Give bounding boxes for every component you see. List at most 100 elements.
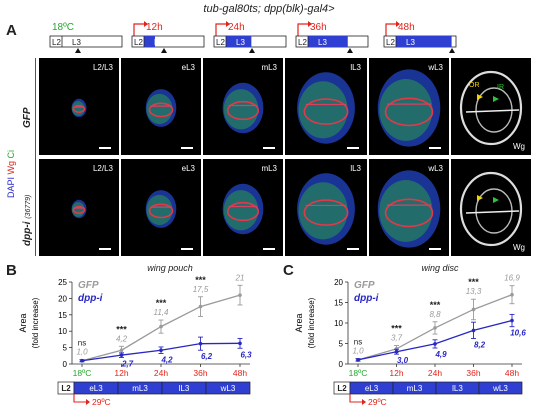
data-point [433,326,437,330]
shift-arrow-head [396,21,400,27]
dissection-marker [249,48,255,53]
x-tick-label: 24h [428,368,442,378]
disc-wg-ring [72,104,86,113]
x-tick-label: 24h [154,368,168,378]
stage-label: lL3 [179,384,190,393]
scale-bar [263,248,275,250]
micrograph-GFP-2: mL3 [203,58,283,155]
data-point [80,358,84,363]
data-label: 2,7 [121,359,134,368]
row-labels: GFP dpp-i (36779) [22,58,36,258]
scale-bar [347,248,359,250]
y-axis-label-2: (fold increase) [31,297,40,348]
disc-wg-ring [226,100,260,121]
disc-ci [379,180,433,242]
shift-arrow-head [226,21,230,27]
stage-label: L2 [61,384,71,393]
stage-label: mL3 [132,384,148,393]
stage-label: eL3 [89,384,103,393]
l3-label: L3 [236,38,245,47]
y-tick-label: 5 [63,344,68,353]
data-point [394,349,399,354]
stage-label: lL3 [350,63,361,72]
stage-box [205,381,251,395]
data-label: 4,2 [116,334,128,343]
shift-arrow [215,23,226,36]
timeline-0: 18ºC L2 L3 [49,22,123,53]
ir-arrowhead [493,96,499,102]
stage-label: mL3 [261,164,277,173]
timeline-label: 24h [228,22,245,33]
data-point [510,318,514,323]
significance-marker: *** [116,324,127,334]
shift-arrow-head [308,21,312,27]
scale-bar [429,248,441,250]
shift-arrow [73,394,86,403]
y-axis-label: Area [18,313,28,332]
x-tick-label: 36h [466,368,480,378]
data-point [356,358,360,362]
l3-label: L3 [318,38,327,47]
panel-a-letter: A [6,22,17,39]
disc-wg-ring [148,203,174,219]
stage-label: lL3 [452,384,463,393]
micrograph-dpp-i-4: wL3 [369,159,449,256]
disc-ci [223,190,259,231]
dissection-marker [161,48,167,53]
legend-GFP: GFP [354,280,375,291]
l3-label: L3 [154,38,163,47]
data-label: 8,2 [474,341,486,350]
stage-label: L2/L3 [92,164,113,173]
stage-label: L2 [337,384,347,393]
wg-label: Wg [513,243,525,252]
chart-wing-disc: 0 5 10 15 20 Area (fold increase) 18ºC 12h 24h 36h… [294,272,526,407]
legend-dpp-i: dpp-i [354,293,379,304]
data-label: 10,6 [510,329,526,338]
micrograph-GFP-1: eL3 [121,58,201,155]
stage-label: mL3 [407,384,423,393]
timeline-row: 18ºC L2 L3 12h L2 L3 24h L2 L3 36h L2 L3 48h L2 L3 [0,16,538,58]
chart-b-title: wing pouch [147,263,193,273]
timeline-label: 12h [146,22,163,33]
y-axis-label: Area [294,313,304,332]
or-arrowhead [477,94,483,100]
shift-arrow [349,394,362,403]
scale-bar [347,147,359,149]
l2-label: L2 [134,38,143,47]
significance-marker: ns [78,339,86,348]
y-tick-label: 20 [58,294,67,303]
disc-wg-ring [384,97,434,127]
timeline-label: 36h [310,22,327,33]
figure-title: tub-gal80ts; dpp(blk)-gal4> [203,3,335,15]
y-tick-label: 0 [63,360,68,369]
l2-label: L2 [298,38,307,47]
data-label: 1,0 [352,347,364,356]
stage-label: wL3 [428,164,443,173]
dissection-marker [75,48,81,53]
l3-label: L3 [72,38,81,47]
disc-wg-ring [303,98,349,125]
data-point [238,341,242,346]
y-tick-label: 25 [58,278,67,287]
scale-bar [99,147,111,149]
l2-label: L2 [52,38,61,47]
wg-stripe [465,109,520,113]
wg-stain-label: Wg [6,160,16,175]
data-point [510,292,514,297]
stage-label: eL3 [181,164,195,173]
timeline-box [49,35,123,48]
y-tick-label: 10 [334,319,343,328]
shift-arrow [385,23,396,36]
y-tick-label: 0 [339,360,344,369]
data-point [159,348,163,353]
disc-wg-ring [72,205,86,214]
data-label: 6,2 [201,352,213,361]
shift-arrow [297,23,308,36]
ir-label: IR [497,84,504,91]
significance-marker: ns [354,338,362,347]
y-tick-label: 15 [334,299,343,308]
scale-bar [181,248,193,250]
stage-label: eL3 [181,63,195,72]
